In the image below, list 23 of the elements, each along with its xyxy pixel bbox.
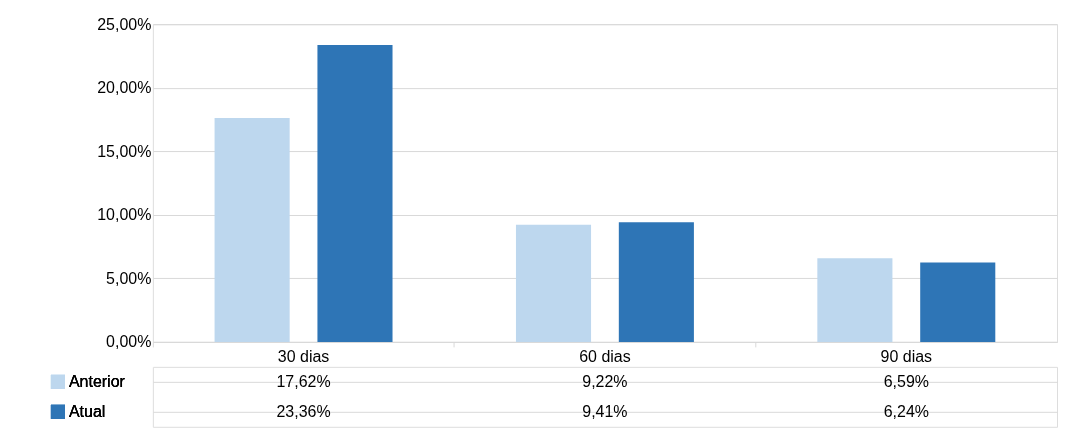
y-tick-label: 15,00% xyxy=(97,142,152,160)
data-label: 6,24% xyxy=(883,402,929,420)
bar xyxy=(817,258,893,342)
data-label: 23,36% xyxy=(276,402,331,420)
legend-label: Anterior xyxy=(68,372,126,390)
bar xyxy=(515,224,592,342)
x-tick-label: 30 dias xyxy=(277,348,330,366)
data-label: 17,62% xyxy=(276,372,331,390)
bar xyxy=(214,117,290,342)
y-tick-label: 25,00% xyxy=(97,15,152,33)
x-tick-label: 90 dias xyxy=(880,348,933,366)
data-label: 6,59% xyxy=(883,372,929,390)
y-tick-label: 0,00% xyxy=(106,333,152,351)
y-tick-label: 20,00% xyxy=(97,79,152,97)
y-tick-label: 10,00% xyxy=(97,206,152,224)
bar xyxy=(618,222,694,342)
bar xyxy=(317,45,393,342)
y-tick-label: 5,00% xyxy=(106,269,152,287)
data-label: 9,22% xyxy=(582,372,628,390)
legend-label: Atual xyxy=(68,402,106,420)
data-label: 9,41% xyxy=(582,402,628,420)
bar xyxy=(920,262,996,342)
x-tick-label: 60 dias xyxy=(579,348,631,366)
